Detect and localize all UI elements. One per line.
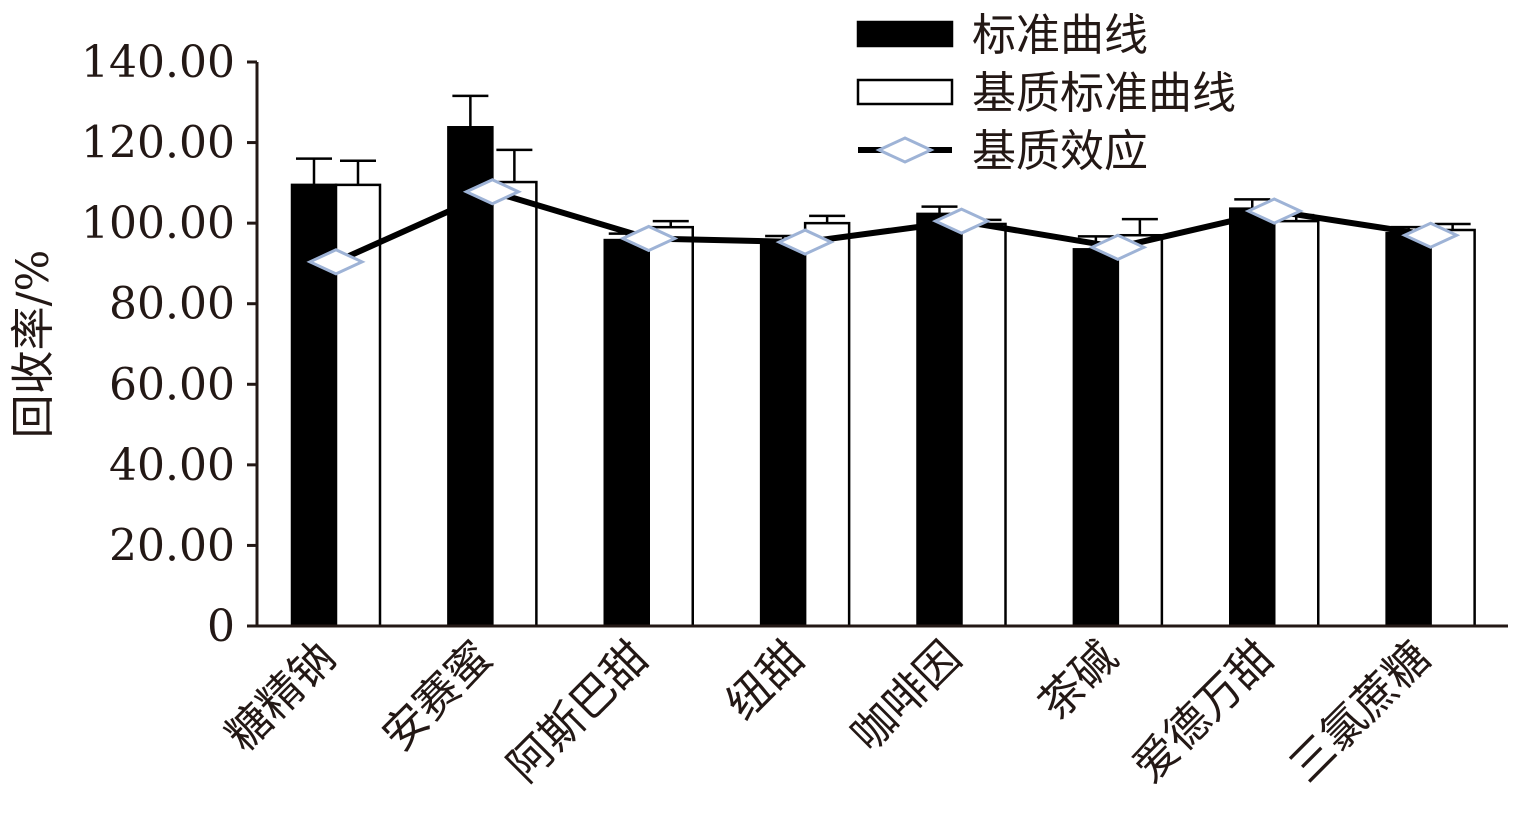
bar-0-2 xyxy=(603,238,650,628)
y-axis-ticks: 0 20.00 40.00 60.00 80.00 100.00 120.00 140.00 xyxy=(81,37,257,652)
y-tick-label-0: 0 xyxy=(207,601,235,652)
line-point-2-7 xyxy=(1401,221,1461,249)
x-category-label-3: 纽甜 xyxy=(717,632,815,730)
line-path-2 xyxy=(334,188,1432,265)
bar-1-6 xyxy=(1273,219,1320,628)
bar-1-7 xyxy=(1429,228,1476,628)
line-point-2-2 xyxy=(619,224,679,253)
y-tick-label-2: 40.00 xyxy=(109,440,235,491)
x-category-label-5: 茶碱 xyxy=(1029,632,1127,730)
x-category-label-2: 阿斯巴甜 xyxy=(498,632,659,793)
y-tick-label-3: 60.00 xyxy=(109,359,235,410)
bar-0-6 xyxy=(1229,207,1276,628)
line-point-2-3 xyxy=(775,228,835,256)
x-category-label-4: 咖啡因 xyxy=(842,632,971,761)
y-tick-label-6: 120.00 xyxy=(81,118,235,169)
x-category-label-6: 爱德万甜 xyxy=(1124,632,1285,793)
legend-swatch-0 xyxy=(856,20,954,48)
bar-0-3 xyxy=(759,240,807,628)
line-point-2-6 xyxy=(1244,197,1304,225)
bar-0-4 xyxy=(916,212,963,628)
y-tick-label-7: 140.00 xyxy=(81,37,235,88)
line-point-2-4 xyxy=(931,207,992,235)
bar-1-3 xyxy=(803,221,851,628)
y-tick-label-5: 100.00 xyxy=(81,198,235,249)
matrix-effect-line xyxy=(306,178,1461,276)
legend-marker-2 xyxy=(875,136,935,164)
legend-label-2: 基质效应 xyxy=(972,126,1148,177)
bar-0-0 xyxy=(290,183,338,628)
bar-0-5 xyxy=(1072,248,1120,628)
bar-1-5 xyxy=(1116,233,1164,628)
y-tick-label-4: 80.00 xyxy=(109,279,235,330)
y-tick-label-1: 20.00 xyxy=(109,520,235,571)
x-category-label-7: 三氯蔗糖 xyxy=(1280,632,1441,793)
line-point-2-1 xyxy=(462,178,522,206)
legend-swatch-1 xyxy=(856,78,954,106)
line-point-2-0 xyxy=(306,248,366,276)
bar-1-2 xyxy=(647,225,694,628)
legend-label-0: 标准曲线 xyxy=(972,10,1148,61)
line-point-2-5 xyxy=(1088,233,1148,261)
legend-label-1: 基质标准曲线 xyxy=(972,68,1236,119)
bar-1-1 xyxy=(491,180,538,628)
axes xyxy=(255,62,1508,628)
bar-0-7 xyxy=(1385,231,1432,628)
y-axis-title: 回收率/% xyxy=(8,250,59,439)
x-category-label-1: 安赛蜜 xyxy=(373,632,502,761)
bar-1-4 xyxy=(960,222,1007,628)
x-category-label-0: 糖精钠 xyxy=(216,632,345,761)
